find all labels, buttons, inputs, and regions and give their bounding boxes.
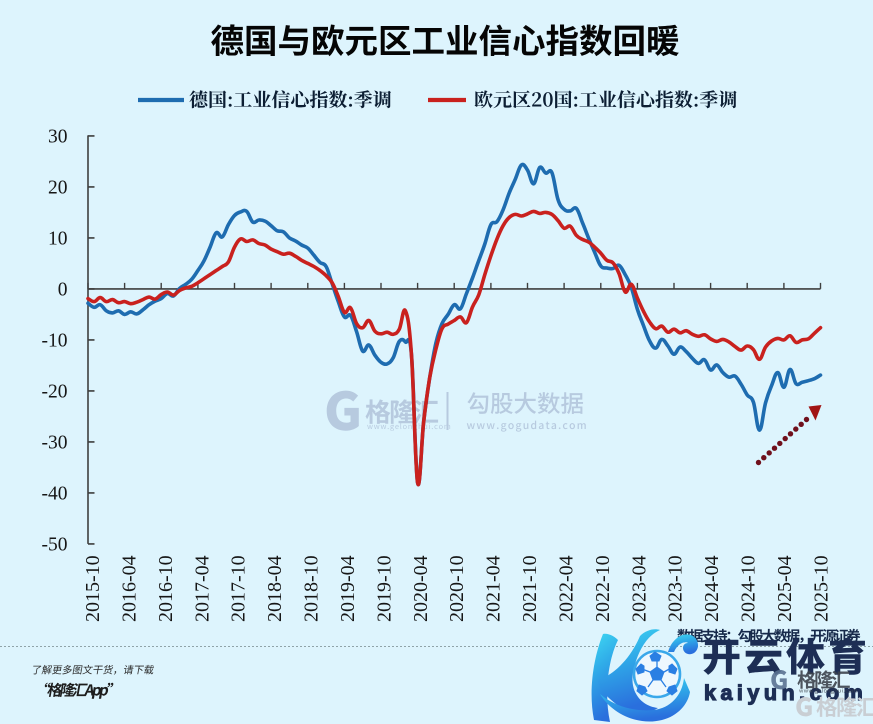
svg-text:2022-04: 2022-04 <box>556 555 578 622</box>
svg-text:-30: -30 <box>42 432 68 453</box>
svg-text:2023-10: 2023-10 <box>665 555 687 622</box>
svg-text:2015-10: 2015-10 <box>82 555 104 622</box>
svg-text:2022-10: 2022-10 <box>592 555 614 622</box>
svg-text:2025-10: 2025-10 <box>810 555 832 622</box>
svg-text:2025-04: 2025-04 <box>774 555 796 622</box>
svg-text:2023-04: 2023-04 <box>628 555 650 622</box>
svg-text:2017-04: 2017-04 <box>191 555 213 622</box>
svg-text:30: 30 <box>48 126 68 147</box>
svg-text:20: 20 <box>48 177 68 198</box>
svg-text:2018-04: 2018-04 <box>264 555 286 622</box>
svg-text:2016-04: 2016-04 <box>118 555 140 622</box>
svg-text:2016-10: 2016-10 <box>155 555 177 622</box>
svg-text:-50: -50 <box>42 534 68 555</box>
svg-text:-10: -10 <box>42 330 68 351</box>
svg-text:-40: -40 <box>42 483 68 504</box>
svg-text:2017-10: 2017-10 <box>228 555 250 622</box>
svg-text:2018-10: 2018-10 <box>301 555 323 622</box>
svg-text:2021-04: 2021-04 <box>483 555 505 622</box>
svg-text:10: 10 <box>48 228 68 249</box>
svg-text:2019-04: 2019-04 <box>337 555 359 622</box>
svg-text:2021-10: 2021-10 <box>519 555 541 622</box>
svg-text:2024-04: 2024-04 <box>701 555 723 622</box>
svg-text:2019-10: 2019-10 <box>373 555 395 622</box>
svg-text:2020-10: 2020-10 <box>446 555 468 622</box>
svg-text:0: 0 <box>58 279 68 300</box>
svg-text:2024-10: 2024-10 <box>738 555 760 622</box>
svg-text:-20: -20 <box>42 381 68 402</box>
svg-text:2020-04: 2020-04 <box>410 555 432 622</box>
